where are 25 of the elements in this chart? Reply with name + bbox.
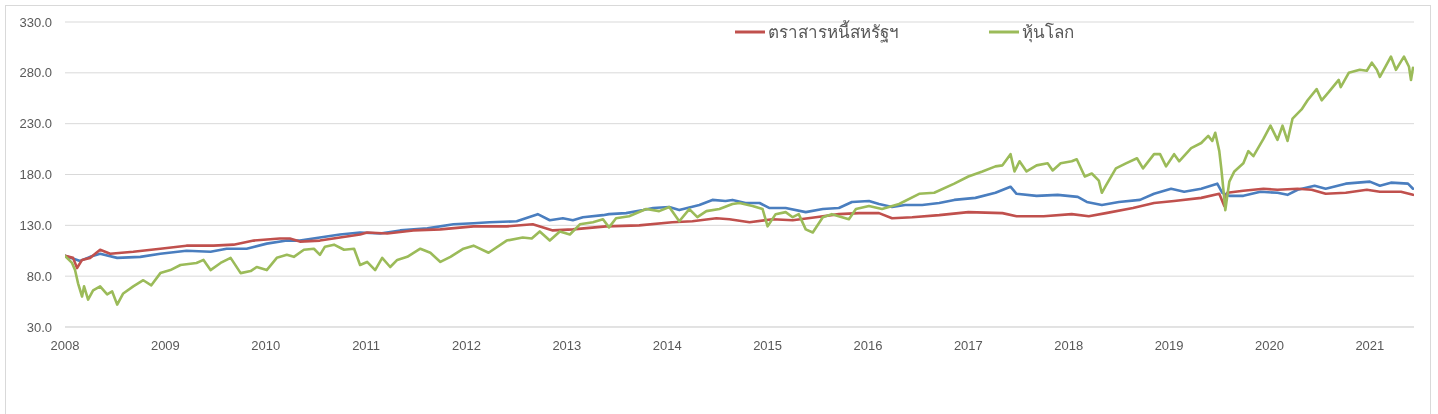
x-tick-label: 2018 [1054,338,1084,354]
legend-label: ตราสารหนี้สหรัฐฯ [767,19,899,45]
x-tick-label: 2016 [853,338,883,354]
x-tick-label: 2015 [753,338,783,354]
x-tick-label: 2019 [1154,338,1184,354]
line-series [65,187,1414,270]
y-tick-label: 280.0 [19,65,52,81]
x-tick-label: 2020 [1255,338,1284,354]
y-tick-label: 130.0 [19,217,52,233]
legend-label: หุ้นโลก [1021,21,1074,45]
y-tick-label: 330.0 [19,14,52,30]
x-tick-label: 2021 [1355,338,1385,354]
x-tick-label: 2014 [652,338,682,354]
x-tick-label: 2010 [251,338,281,354]
x-tick-label: 2012 [452,338,481,354]
x-tick-label: 2008 [50,338,80,354]
x-tick-label: 2009 [150,338,180,354]
x-tick-label: 2011 [352,338,381,354]
y-tick-label: 80.0 [26,268,52,284]
line-series [65,55,1414,306]
x-tick-label: 2013 [552,338,582,354]
y-tick-label: 30.0 [26,319,52,335]
y-tick-label: 180.0 [19,167,52,183]
y-tick-label: 230.0 [19,116,52,132]
x-tick-label: 2017 [953,338,983,354]
